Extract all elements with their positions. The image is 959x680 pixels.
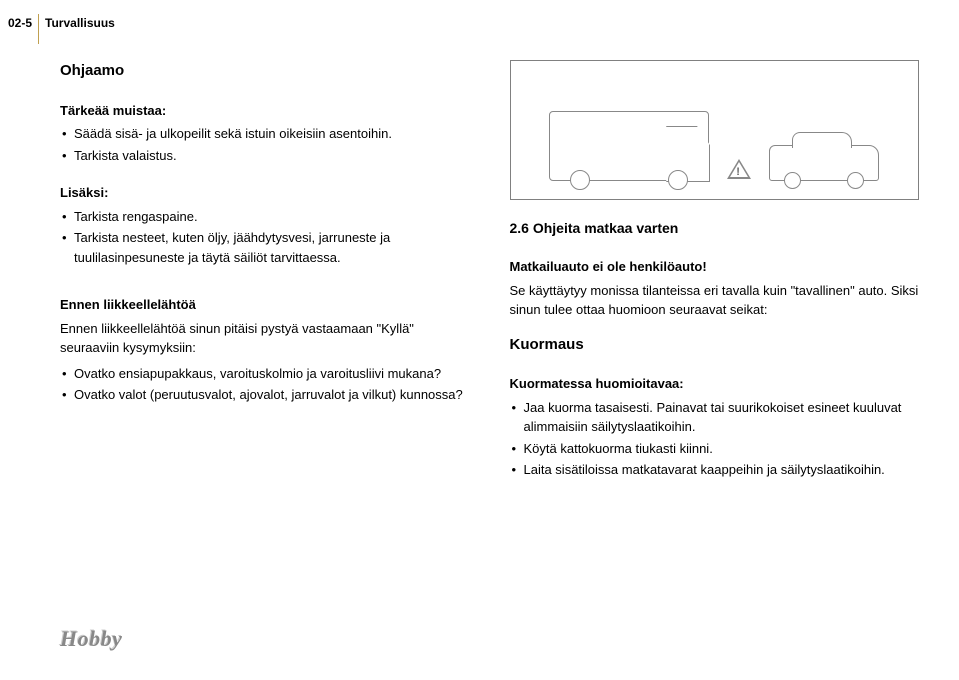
header-section-title: Turvallisuus — [45, 16, 115, 30]
list-item: Ovatko ensiapupakkaus, varoituskolmio ja… — [60, 364, 470, 384]
car-roof — [792, 132, 852, 148]
left-column: Ohjaamo Tärkeää muistaa: Säädä sisä- ja … — [60, 60, 470, 486]
page-number: 02-5 — [8, 16, 32, 30]
right-list-c: Jaa kuorma tasaisesti. Painavat tai suur… — [510, 398, 920, 480]
list-item: Jaa kuorma tasaisesti. Painavat tai suur… — [510, 398, 920, 437]
header-divider — [38, 14, 39, 44]
left-sub-c: Ennen liikkeellelähtöä — [60, 295, 470, 315]
list-item: Köytä kattokuorma tiukasti kiinni. — [510, 439, 920, 459]
content-columns: Ohjaamo Tärkeää muistaa: Säädä sisä- ja … — [60, 60, 919, 486]
warning-exclaim: ! — [736, 164, 740, 181]
right-column: ! 2.6 Ohjeita matkaa varten Matkailuauto… — [510, 60, 920, 486]
brand-logo: Hobby — [60, 626, 122, 652]
list-item: Tarkista rengaspaine. — [60, 207, 470, 227]
vehicle-figure: ! — [510, 60, 920, 200]
left-list-a: Säädä sisä- ja ulkopeilit sekä istuin oi… — [60, 124, 470, 165]
left-para-c: Ennen liikkeellelähtöä sinun pitäisi pys… — [60, 319, 470, 358]
list-item: Tarkista valaistus. — [60, 146, 470, 166]
right-heading: 2.6 Ohjeita matkaa varten — [510, 218, 920, 239]
right-sub-a: Matkailuauto ei ole henkilöauto! — [510, 257, 920, 277]
list-item: Säädä sisä- ja ulkopeilit sekä istuin oi… — [60, 124, 470, 144]
right-para-a: Se käyttäytyy monissa tilanteissa eri ta… — [510, 281, 920, 320]
spacer — [60, 273, 470, 295]
motorhome-cab — [666, 126, 710, 182]
car-icon — [769, 145, 879, 181]
list-item: Ovatko valot (peruutusvalot, ajovalot, j… — [60, 385, 470, 405]
left-list-c: Ovatko ensiapupakkaus, varoituskolmio ja… — [60, 364, 470, 405]
vehicle-row: ! — [549, 111, 879, 181]
motorhome-icon — [549, 111, 709, 181]
left-sub-b: Lisäksi: — [60, 183, 470, 203]
list-item: Tarkista nesteet, kuten öljy, jäähdytysv… — [60, 228, 470, 267]
right-sub-b: Kuormaus — [510, 334, 920, 357]
list-item: Laita sisätiloissa matkatavarat kaappeih… — [510, 460, 920, 480]
right-sub-c: Kuormatessa huomioitavaa: — [510, 374, 920, 394]
left-heading: Ohjaamo — [60, 60, 470, 83]
warning-triangle-icon: ! — [727, 159, 751, 179]
left-sub-a: Tärkeää muistaa: — [60, 101, 470, 121]
page-header: 02-5 Turvallisuus — [8, 8, 115, 38]
left-list-b: Tarkista rengaspaine. Tarkista nesteet, … — [60, 207, 470, 268]
